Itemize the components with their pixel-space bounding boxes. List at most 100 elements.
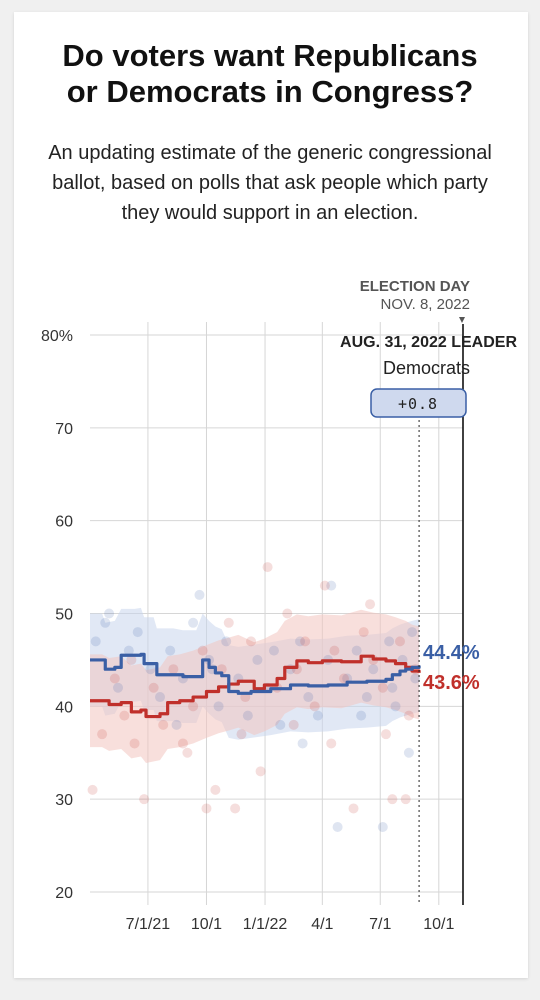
dem-poll-dot [368, 664, 379, 675]
rep-poll-dot [387, 794, 398, 805]
rep-poll-dot [309, 701, 320, 712]
rep-end-label: 43.6% [423, 672, 480, 694]
dem-poll-dot [410, 673, 421, 684]
title-line-2: or Democrats in Congress? [66, 74, 474, 109]
rep-poll-dot [139, 794, 150, 805]
dem-poll-dot [384, 636, 395, 647]
dem-poll-dot [407, 627, 418, 638]
rep-poll-dot [119, 710, 130, 721]
rep-poll-dot [400, 794, 411, 805]
rep-poll-dot [223, 617, 234, 628]
dem-poll-dot [351, 645, 362, 656]
dem-poll-dot [295, 636, 306, 647]
rep-poll-dot [377, 682, 388, 693]
dem-poll-dot [221, 636, 232, 647]
dem-poll-dot [100, 617, 111, 628]
chart-title: Do voters want Republicans or Democrats … [0, 38, 540, 110]
rep-poll-dot [109, 673, 120, 684]
y-tick-label: 50 [55, 607, 73, 624]
y-tick-label: 20 [55, 885, 73, 902]
rep-poll-dot [210, 784, 221, 795]
dem-poll-dot [361, 692, 372, 703]
y-tick-label: 80% [41, 328, 73, 345]
dem-poll-dot [113, 682, 124, 693]
dem-poll-dot [165, 645, 176, 656]
rep-poll-dot [201, 803, 212, 814]
rep-poll-dot [246, 636, 257, 647]
dem-poll-dot [145, 664, 156, 675]
y-tick-label: 30 [55, 792, 73, 809]
dem-poll-dot [326, 580, 337, 591]
rep-poll-dot [394, 636, 405, 647]
dem-poll-dot [90, 636, 101, 647]
x-tick-label: 1/1/22 [243, 916, 288, 933]
rep-poll-dot [255, 766, 266, 777]
dem-poll-dot [297, 738, 308, 749]
chart-subtitle: An updating estimate of the generic cong… [48, 142, 492, 224]
rep-poll-dot [326, 738, 337, 749]
rep-poll-dot [230, 803, 241, 814]
x-tick-label: 4/1 [311, 916, 333, 933]
rep-poll-dot [148, 682, 159, 693]
dem-poll-dot [403, 747, 414, 758]
dem-poll-dot [155, 692, 166, 703]
rep-poll-dot [358, 627, 369, 638]
rep-poll-dot [182, 747, 193, 758]
dem-average-line [90, 652, 421, 695]
rep-poll-dot [97, 729, 108, 740]
rep-poll-dot [282, 608, 293, 619]
leader-party: Democrats [383, 358, 470, 378]
rep-poll-dot [288, 719, 299, 730]
dem-poll-dot [194, 589, 205, 600]
dem-poll-dot [104, 608, 115, 619]
rep-poll-dot [158, 719, 169, 730]
dem-poll-dot [332, 822, 343, 833]
dem-poll-dot [171, 719, 182, 730]
rep-poll-dot [236, 729, 247, 740]
rep-poll-dot [380, 729, 391, 740]
poll-dots [87, 562, 421, 833]
dem-poll-dot [213, 701, 224, 712]
dem-poll-dot [188, 617, 199, 628]
dem-poll-dot [123, 645, 134, 656]
rep-poll-dot [319, 580, 330, 591]
leader-label: AUG. 31, 2022 LEADER [340, 334, 517, 351]
chart-card [14, 12, 528, 978]
title-line-1: Do voters want Republicans [62, 38, 478, 73]
x-tick-label: 10/1 [423, 916, 454, 933]
rep-poll-dot [126, 654, 137, 665]
election-day-label: ELECTION DAY [360, 278, 470, 295]
dem-poll-dot [275, 719, 286, 730]
rep-poll-dot [365, 599, 376, 610]
x-tick-label: 7/1 [369, 916, 391, 933]
dem-poll-dot [132, 627, 143, 638]
dem-poll-dot [356, 710, 367, 721]
rep-poll-dot [188, 701, 199, 712]
dem-poll-dot [312, 710, 323, 721]
rep-poll-dot [197, 645, 208, 656]
y-tick-label: 40 [55, 699, 73, 716]
axis-labels: 80% 70 60 50 40 30 20 7/1/21 10/1 1/1/22 4/1 7/1 10/… [41, 328, 455, 933]
leader-margin: +0.8 [398, 395, 438, 413]
rep-poll-dot [129, 738, 140, 749]
dem-poll-dot [303, 692, 314, 703]
rep-average-line [90, 654, 421, 719]
rep-poll-dot [168, 664, 179, 675]
rep-poll-dot [300, 636, 311, 647]
dem-poll-dot [390, 701, 401, 712]
rep-poll-dot [348, 803, 359, 814]
dem-poll-dot [377, 822, 388, 833]
y-tick-label: 70 [55, 421, 73, 438]
leader-margin-box [370, 388, 467, 418]
dem-poll-dot [242, 710, 253, 721]
x-tick-label: 10/1 [191, 916, 222, 933]
dem-poll-dot [252, 654, 263, 665]
dem-poll-dot [268, 645, 279, 656]
rep-poll-dot [403, 710, 414, 721]
rep-poll-dot [177, 738, 188, 749]
y-tick-label: 60 [55, 514, 73, 531]
average-lines [90, 652, 421, 719]
rep-poll-dot [329, 645, 340, 656]
dem-end-label: 44.4% [423, 642, 480, 664]
